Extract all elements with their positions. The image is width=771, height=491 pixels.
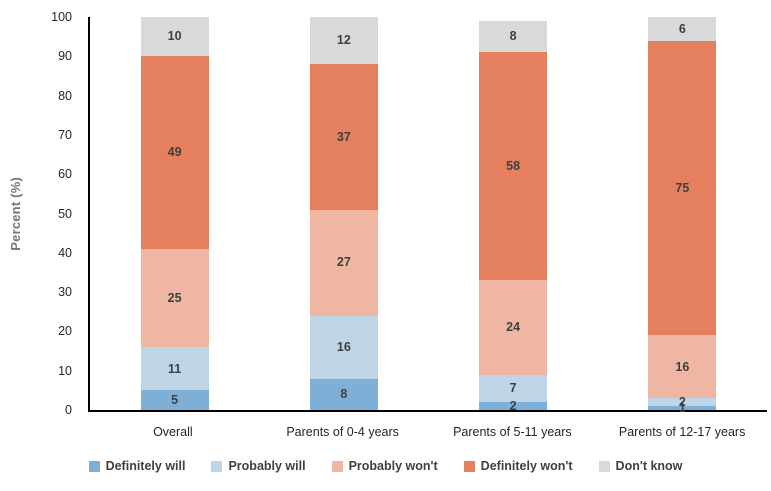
y-axis-ticks: 0 10 20 30 40 50 60 70 80 90 100 [0,11,82,416]
bar-segment: 49 [140,56,209,249]
bar-segment: 7 [479,374,548,403]
category-slot: 1 2 16 75 6 [598,17,767,414]
segment-value-label: 25 [167,290,182,305]
category-slot: 5 11 25 49 10 [90,17,259,410]
bar-segment: 27 [309,209,378,316]
bar-segment: 12 [309,17,378,65]
bar-segment: 11 [140,347,209,391]
bar-segment: 37 [309,64,378,210]
segment-value-label: 37 [336,129,351,144]
x-category-label: Overall [153,425,193,439]
category-slot: 2 7 24 58 8 [429,17,598,413]
bar-segment: 10 [140,17,209,57]
segment-value-label: 16 [675,359,690,374]
category-slot: 8 16 27 37 12 [259,17,428,410]
segment-value-label: 5 [171,392,179,407]
segment-value-label: 8 [509,29,517,44]
segment-value-label: 10 [167,29,182,44]
bar-segment: 58 [479,52,548,281]
legend-swatch-icon [331,460,343,472]
x-category-label: Parents of 12-17 years [618,425,746,439]
bar-segment: 8 [479,20,548,53]
segment-value-label: 12 [336,33,351,48]
y-tick-label: 50 [58,206,72,221]
legend-item: Don't know [598,459,683,473]
x-axis-labels: Overall Parents of 0-4 years Parents of 5-… [88,422,767,442]
bar-segment: 16 [648,335,717,399]
bar-segment: 6 [648,17,717,41]
y-tick-label: 100 [51,9,72,24]
stacked-bar: 8 16 27 37 12 [309,17,378,410]
segment-value-label: 11 [168,361,182,376]
x-category-label: Parents of 5-11 years [453,425,572,439]
bar-segment: 1 [648,402,717,414]
segment-value-label: 24 [506,320,521,335]
stacked-bar: 5 11 25 49 10 [140,17,209,410]
legend-label: Probably won't [348,459,438,473]
x-category-label: Parents of 0-4 years [286,425,399,439]
segment-value-label: 6 [678,21,686,36]
legend-item: Definitely won't [463,459,573,473]
segment-value-label: 2 [678,394,686,409]
legend-label: Definitely won't [480,459,573,473]
y-tick-label: 40 [58,245,72,260]
legend-item: Probably won't [331,459,438,473]
legend-label: Probably will [228,459,306,473]
y-tick-label: 10 [58,363,72,378]
segment-value-label: 75 [675,180,690,195]
segment-value-label: 27 [336,255,351,270]
legend-label: Don't know [615,459,683,473]
bar-segment: 25 [140,248,209,348]
legend-swatch-icon [211,460,223,472]
stacked-bar: 1 2 16 75 6 [648,17,717,414]
bar-segment: 75 [648,40,717,336]
segment-value-label: 49 [167,145,182,160]
stacked-bar: 2 7 24 58 8 [479,17,548,413]
bar-segment: 8 [309,378,378,410]
legend-item: Definitely will [88,459,186,473]
legend: Definitely will Probably will Probably won… [0,459,771,473]
y-tick-label: 60 [58,166,72,181]
plot-area: 5 11 25 49 10 8 16 27 37 12 2 7 24 58 8 1 2 16 75 6 [88,17,767,414]
segment-value-label: 58 [506,159,521,174]
legend-swatch-icon [88,460,100,472]
segment-value-label: 8 [340,387,348,402]
legend-swatch-icon [598,460,610,472]
segment-value-label: 16 [336,339,351,354]
bar-segment: 2 [479,398,548,413]
bars: 5 11 25 49 10 8 16 27 37 12 2 7 24 58 8 1 2 16 75 6 [90,17,767,414]
segment-value-label: 1 [678,400,686,415]
legend-label: Definitely will [105,459,186,473]
legend-swatch-icon [463,460,475,472]
y-tick-label: 90 [58,49,72,64]
y-tick-label: 30 [58,284,72,299]
y-tick-label: 80 [58,88,72,103]
y-tick-label: 70 [58,127,72,142]
segment-value-label: 2 [509,398,517,413]
y-tick-label: 0 [65,402,72,417]
legend-item: Probably will [211,459,306,473]
y-tick-label: 20 [58,324,72,339]
bar-segment: 24 [479,280,548,375]
bar-segment: 2 [648,394,717,409]
bar-segment: 16 [309,315,378,379]
segment-value-label: 7 [509,381,517,396]
bar-segment: 5 [140,390,209,410]
